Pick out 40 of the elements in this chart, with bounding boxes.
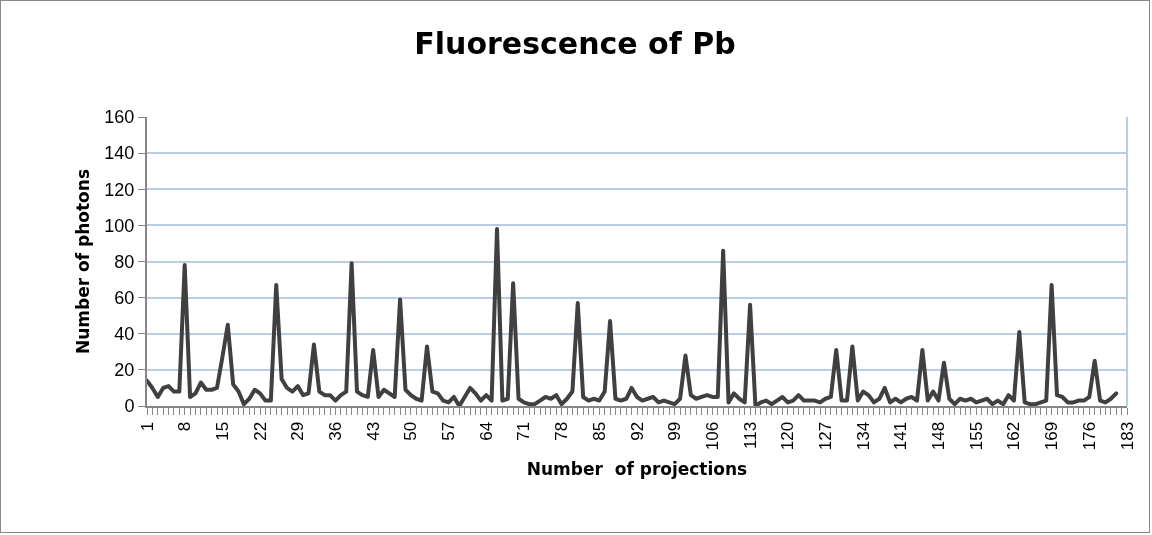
- y-axis-title: Number of photons: [73, 168, 94, 355]
- x-tick-label: 50: [401, 421, 421, 441]
- x-axis-title: Number of projections: [526, 459, 748, 480]
- x-tick-label: 148: [929, 421, 949, 451]
- x-tick-label: 71: [514, 421, 534, 441]
- x-tick-label: 113: [740, 421, 760, 449]
- x-tick-label: 134: [853, 421, 873, 451]
- x-tick-label: 78: [552, 421, 572, 441]
- x-tick-label: 120: [778, 421, 798, 451]
- x-tick-label: 162: [1004, 421, 1024, 451]
- x-tick-label: 141: [891, 421, 911, 451]
- x-tick-label: 15: [212, 421, 232, 441]
- chart-title: Fluorescence of Pb: [414, 25, 736, 61]
- y-tick-label: 100: [104, 215, 135, 236]
- x-tick-label: 99: [665, 421, 685, 441]
- x-tick-label: 106: [702, 421, 722, 451]
- x-tick-label: 36: [325, 421, 345, 441]
- x-tick-label: 169: [1042, 421, 1062, 451]
- x-tick-label: 22: [250, 421, 270, 441]
- x-tick-label: 1: [137, 421, 157, 432]
- x-tick-label: 57: [439, 421, 459, 441]
- x-tick-label: 64: [476, 421, 496, 441]
- y-tick-label: 140: [104, 143, 135, 164]
- x-tick-label: 8: [175, 421, 195, 432]
- y-tick-label: 20: [114, 360, 135, 381]
- line-series: [147, 226, 1119, 406]
- y-tick-label: 40: [114, 324, 135, 345]
- x-tick-label: 127: [815, 421, 835, 451]
- x-tick-label: 176: [1079, 421, 1099, 451]
- x-tick-label: 85: [589, 421, 609, 441]
- x-tick-label: 29: [288, 421, 308, 441]
- x-tick-label: 92: [627, 421, 647, 441]
- x-tick-label: 43: [363, 421, 383, 441]
- x-tick-label: 183: [1117, 421, 1137, 451]
- y-tick-label: 120: [104, 179, 135, 200]
- y-tick-label: 60: [114, 287, 135, 308]
- y-tick-label: 0: [124, 396, 135, 417]
- y-tick-label: 80: [114, 251, 135, 272]
- y-tick-label: 160: [104, 107, 135, 128]
- x-tick-label: 155: [966, 421, 986, 451]
